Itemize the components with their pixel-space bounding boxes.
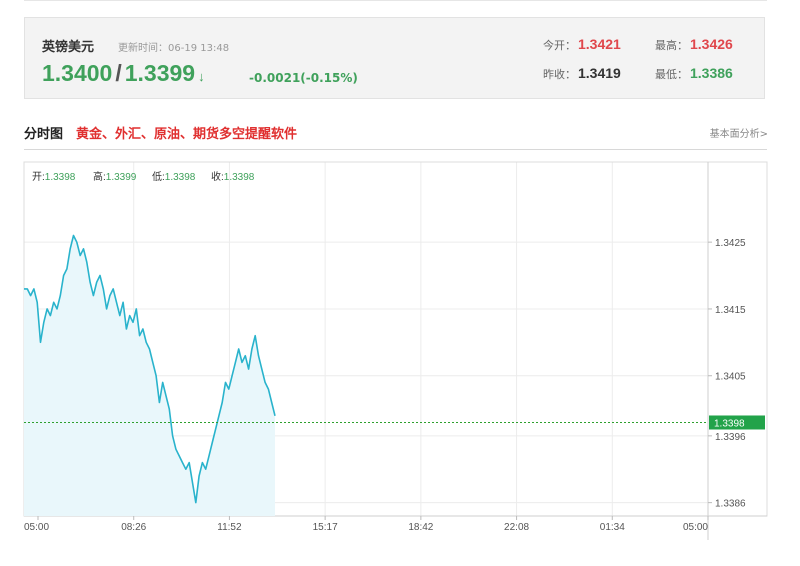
- x-tick-label: 18:42: [408, 522, 433, 533]
- x-tick-label: 01:34: [600, 522, 625, 533]
- x-tick-label: 11:52: [217, 522, 242, 533]
- ohlc-low: 低:1.3398: [152, 170, 196, 183]
- x-tick-label: 15:17: [313, 522, 338, 533]
- x-tick-label: 05:00: [683, 522, 708, 533]
- ohlc-readout: 开:1.3398 高:1.3399 低:1.3398 收:1.3398: [32, 170, 255, 183]
- y-axis-ticks: 1.3425 1.3415 1.3405 1.3396 1.3386: [708, 238, 746, 509]
- ohlc-close: 收:1.3398: [211, 170, 255, 183]
- x-axis-ticks: 05:00 08:26 11:52 15:17 18:42 22:08 01:34 05:00: [24, 516, 708, 533]
- y-tick-label: 1.3415: [715, 305, 746, 316]
- ohlc-open: 开:1.3398: [32, 172, 76, 183]
- y-tick-label: 1.3405: [715, 372, 746, 383]
- x-tick-label: 08:26: [121, 522, 146, 533]
- ohlc-high: 高:1.3399: [93, 170, 137, 183]
- current-price-tag: 1.3398: [709, 415, 765, 429]
- y-tick-label: 1.3396: [715, 432, 746, 443]
- x-tick-label: 22:08: [504, 522, 529, 533]
- series-area: [24, 236, 275, 517]
- x-tick-label: 05:00: [24, 522, 49, 533]
- y-tick-label: 1.3425: [715, 238, 746, 249]
- current-price-tag-label: 1.3398: [714, 418, 745, 429]
- y-tick-label: 1.3386: [715, 499, 746, 510]
